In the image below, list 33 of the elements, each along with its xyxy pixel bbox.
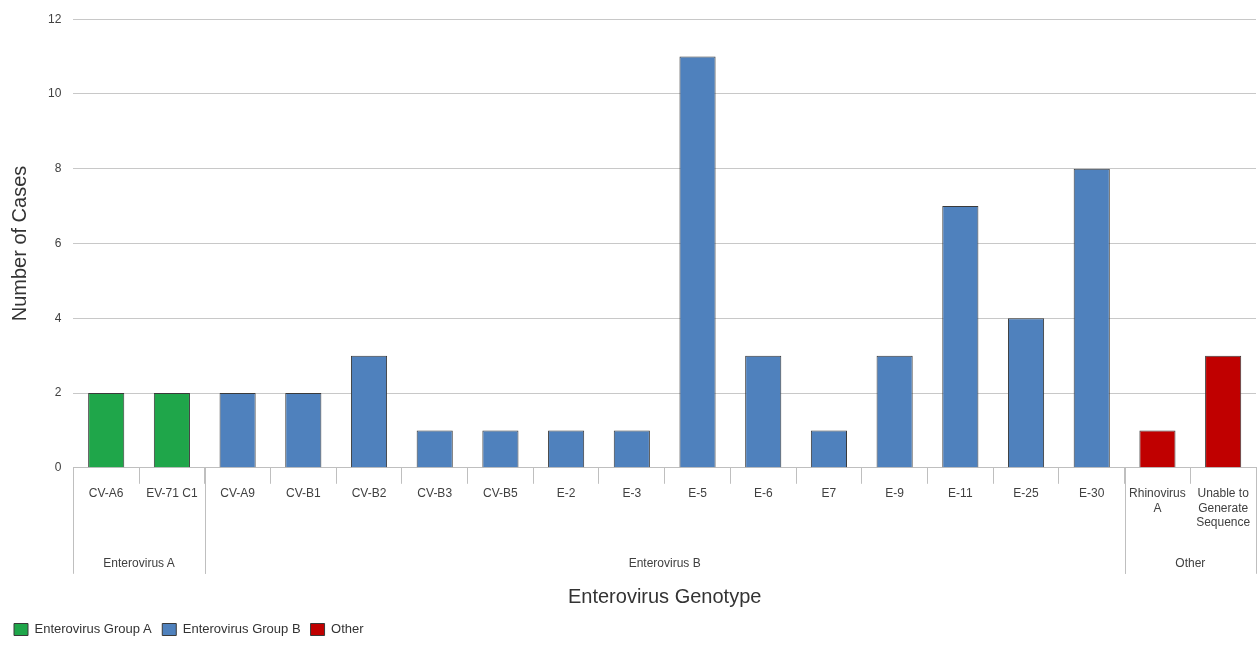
y-tick-label: 8 — [54, 161, 62, 176]
x-tick-label: E-6 — [753, 486, 773, 501]
x-tick-label: E-2 — [556, 486, 576, 501]
x-axis-title: Enterovirus Genotype — [567, 584, 762, 607]
x-tick-label: CV-A6 — [88, 486, 124, 501]
x-tick-label: CV-B1 — [285, 486, 321, 501]
x-tick-label: E-5 — [688, 486, 708, 501]
text: Other — [1175, 556, 1206, 571]
y-tick-label: 0 — [54, 460, 62, 475]
x-tick-label: E-11 — [948, 486, 973, 501]
x-tick-label: Rhinovirus A — [1129, 486, 1186, 515]
x-tick-label: CV-B5 — [483, 486, 519, 501]
legend-label: Enterovirus Group B — [182, 621, 301, 637]
y-tick-label: 4 — [54, 310, 62, 325]
x-tick-label: E-3 — [622, 486, 642, 501]
x-tick-label: E-25 — [1013, 486, 1040, 501]
x-tick-label: E-9 — [885, 486, 905, 501]
x-tick-label: CV-A9 — [220, 486, 256, 501]
y-tick-label: 12 — [47, 11, 62, 26]
x-tick-label: E-30 — [1079, 486, 1105, 501]
y-tick-label: 10 — [47, 86, 62, 101]
text: Enterovirus B — [628, 556, 701, 571]
y-axis-title: Number of Cases — [7, 165, 30, 322]
x-tick-label: E7 — [821, 486, 837, 501]
text: Enterovirus A — [103, 556, 175, 571]
x-tick-label: CV-B3 — [417, 486, 453, 501]
y-tick-label: 6 — [54, 235, 62, 250]
y-tick-label: 2 — [54, 385, 62, 400]
legend-label: Other — [331, 621, 365, 637]
x-tick-label: CV-B2 — [351, 486, 387, 501]
x-tick-label: EV-71 C1 — [146, 486, 198, 501]
x-tick-label: Unable to Generate Sequence — [1196, 486, 1251, 530]
legend-label: Enterovirus Group A — [34, 621, 152, 637]
